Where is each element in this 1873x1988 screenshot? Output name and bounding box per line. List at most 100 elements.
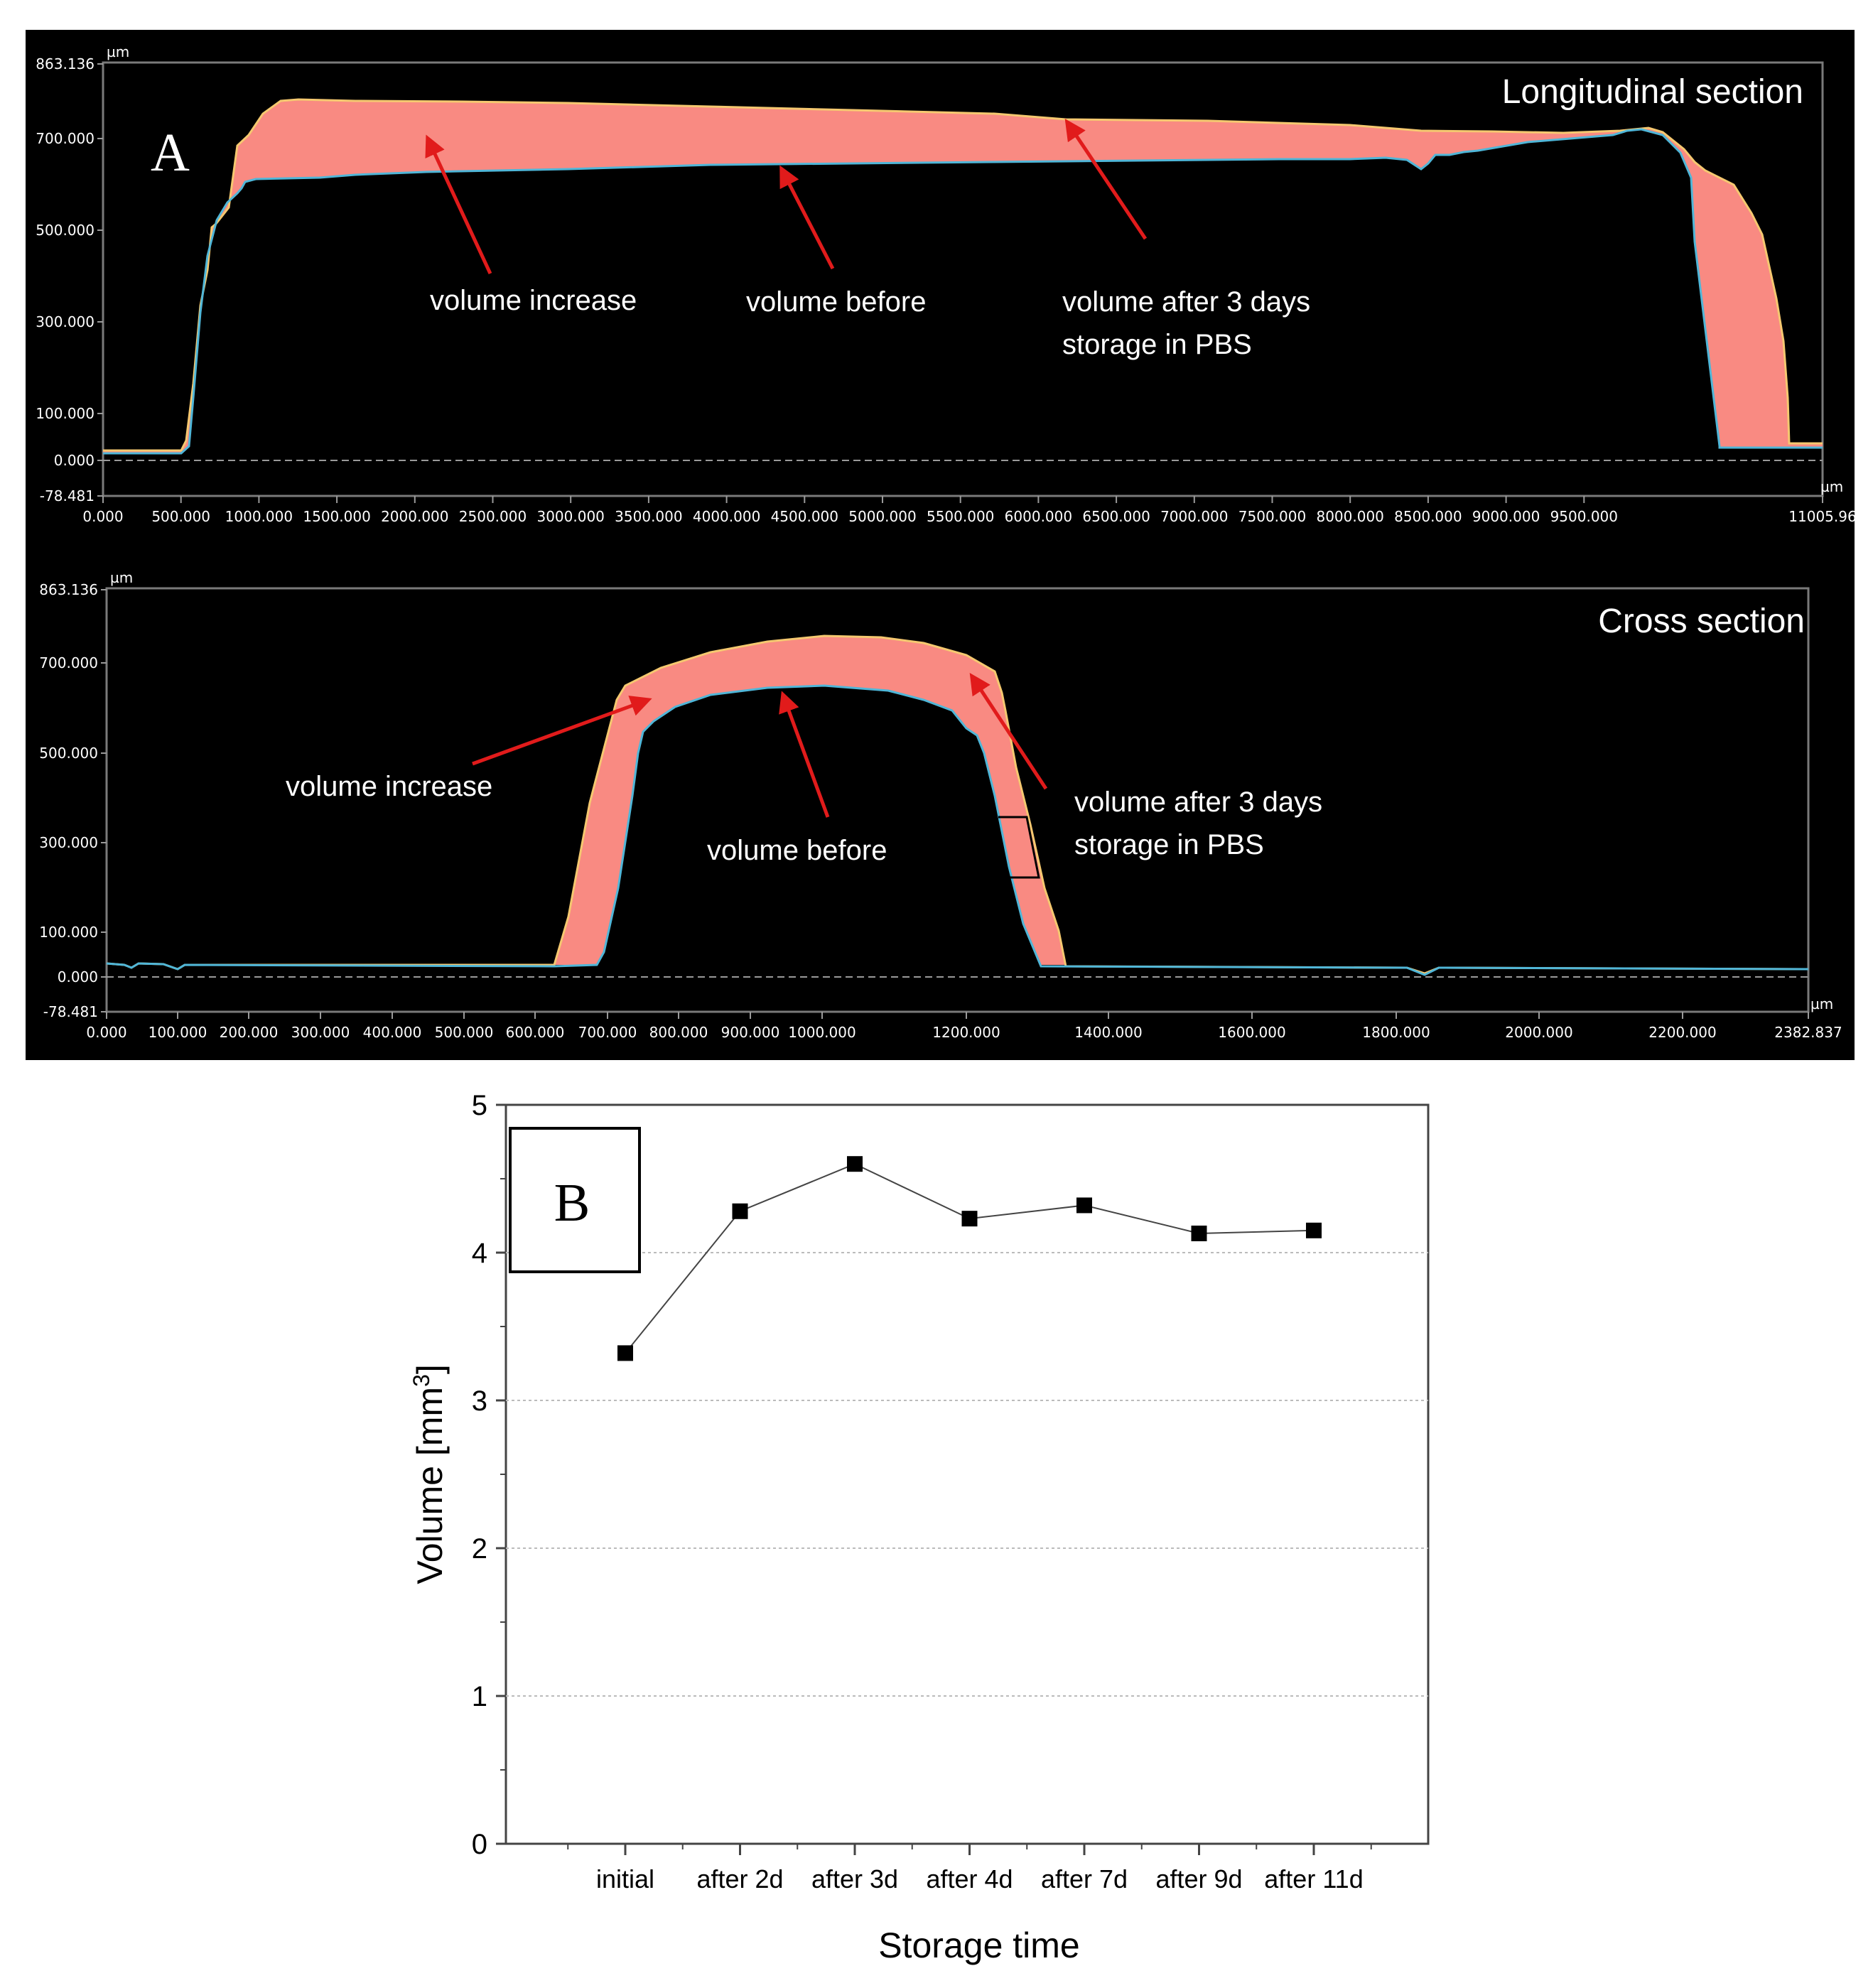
longitudinal-x-tick-label: 1000.000 — [225, 508, 293, 525]
longitudinal-arrows — [425, 119, 1148, 275]
panel-b-y-tick-label: 0 — [472, 1829, 487, 1860]
cross-x-ticks: 0.000 100.000 200.000 300.000 400.000 500.000… — [86, 1012, 1842, 1041]
longitudinal-x-tick-label: 9500.000 — [1550, 508, 1618, 525]
longitudinal-label-before: volume before — [746, 286, 926, 318]
longitudinal-x-tick-label: 4000.000 — [693, 508, 760, 525]
cross-section-plot: µm µm 863.136 700.000 500.000 300.000 100.00… — [39, 569, 1842, 1041]
panel-b-data-point — [1191, 1225, 1207, 1241]
longitudinal-arrow-after — [1064, 119, 1148, 240]
panel-b-series-points — [617, 1156, 1322, 1361]
cross-y-tick-label: 700.000 — [39, 654, 98, 671]
cross-x-tick-label: 100.000 — [149, 1024, 207, 1041]
longitudinal-x-tick-label: 9000.000 — [1472, 508, 1540, 525]
panel-b-x-tick-label: after 11d — [1264, 1864, 1363, 1894]
panel-b-x-tick-label: initial — [596, 1864, 654, 1894]
cross-x-tick-label: 2382.837 — [1774, 1024, 1842, 1041]
panel-b-y-tick-label: 5 — [472, 1090, 487, 1121]
cross-y-unit: µm — [110, 569, 133, 586]
panel-b-y-axis-label: Volume [mm3] — [409, 1364, 450, 1584]
cross-x-tick-label: 900.000 — [721, 1024, 780, 1041]
panel-b-data-point — [847, 1156, 863, 1172]
longitudinal-y-unit: µm — [107, 43, 129, 60]
longitudinal-x-tick-label: 2500.000 — [459, 508, 527, 525]
panel-b-data-point — [1306, 1222, 1322, 1238]
cross-x-tick-label: 600.000 — [506, 1024, 565, 1041]
cross-plot-frame — [105, 587, 1810, 1013]
cross-x-tick-label: 200.000 — [220, 1024, 279, 1041]
longitudinal-x-tick-label: 3000.000 — [536, 508, 604, 525]
cross-volume-increase-area — [554, 636, 1066, 965]
longitudinal-y-tick-label: 863.136 — [36, 55, 95, 72]
panel-b-chart: 0 1 2 3 4 5 initial after 2d after 3d after 4d af… — [409, 1090, 1430, 1965]
cross-x-tick-label: 0.000 — [86, 1024, 126, 1041]
cross-y-tick-label: 100.000 — [39, 924, 98, 941]
panel-b-letter: B — [554, 1173, 590, 1233]
panel-b-y-tick-label: 2 — [472, 1533, 487, 1565]
cross-arrow-after — [969, 672, 1048, 790]
panel-b-data-point — [732, 1203, 748, 1219]
longitudinal-x-tick-label: 6500.000 — [1082, 508, 1150, 525]
longitudinal-x-tick-label: 1500.000 — [303, 508, 370, 525]
panel-b-x-ticks: initial after 2d after 3d after 4d after 7d a… — [567, 1844, 1372, 1894]
cross-x-tick-label: 700.000 — [578, 1024, 637, 1041]
cross-label-after-1: volume after 3 days — [1074, 787, 1322, 818]
panel-b-y-tick-label: 4 — [472, 1238, 487, 1269]
panel-a-letter: A — [151, 123, 190, 183]
longitudinal-label-after-1: volume after 3 days — [1062, 286, 1310, 318]
panel-b-data-point — [961, 1211, 978, 1227]
panel-b-y-tick-label: 1 — [472, 1681, 487, 1712]
longitudinal-x-tick-label: 7000.000 — [1160, 508, 1228, 525]
panel-b-x-axis-label: Storage time — [878, 1925, 1079, 1965]
longitudinal-y-tick-label: -78.481 — [40, 487, 95, 504]
longitudinal-x-tick-label: 6000.000 — [1005, 508, 1072, 525]
cross-x-tick-label: 1200.000 — [932, 1024, 1000, 1041]
longitudinal-y-tick-label: 300.000 — [36, 313, 95, 330]
longitudinal-x-ticks: 0.000 500.000 1000.000 1500.000 2000.000 2500… — [82, 496, 1857, 525]
longitudinal-y-tick-label: 700.000 — [36, 130, 95, 147]
cross-x-tick-label: 2200.000 — [1648, 1024, 1716, 1041]
cross-x-tick-label: 400.000 — [363, 1024, 422, 1041]
longitudinal-x-tick-label: 0.000 — [82, 508, 123, 525]
cross-x-unit: µm — [1810, 995, 1833, 1012]
longitudinal-x-tick-label: 4500.000 — [771, 508, 838, 525]
panel-b-series-line — [625, 1163, 1315, 1354]
longitudinal-x-tick-label: 5000.000 — [848, 508, 916, 525]
longitudinal-x-tick-label: 7500.000 — [1238, 508, 1306, 525]
cross-x-tick-label: 1400.000 — [1074, 1024, 1142, 1041]
cross-x-tick-label: 1800.000 — [1362, 1024, 1430, 1041]
longitudinal-x-tick-label: 8000.000 — [1316, 508, 1383, 525]
panel-b-gridlines — [506, 1252, 1428, 1697]
longitudinal-label-increase: volume increase — [430, 285, 637, 316]
cross-bracket-marker — [998, 816, 1040, 879]
cross-label-increase: volume increase — [286, 771, 492, 802]
longitudinal-x-tick-label: 2000.000 — [381, 508, 448, 525]
cross-before-line — [106, 684, 1809, 976]
longitudinal-y-tick-label: 0.000 — [54, 452, 95, 469]
longitudinal-x-tick-label: 500.000 — [151, 508, 210, 525]
longitudinal-x-unit: µm — [1820, 478, 1843, 495]
panel-b-data-point — [617, 1345, 633, 1361]
panel-b-data-point — [1076, 1197, 1092, 1214]
longitudinal-x-tick-label: 5500.000 — [927, 508, 994, 525]
panel-b-y-ticks: 0 1 2 3 4 5 — [472, 1090, 506, 1860]
cross-y-tick-label: -78.481 — [43, 1003, 98, 1020]
cross-y-tick-label: 300.000 — [39, 834, 98, 851]
longitudinal-x-tick-label: 8500.000 — [1394, 508, 1462, 525]
cross-arrow-before — [779, 691, 830, 818]
panel-b-x-tick-label: after 7d — [1041, 1864, 1128, 1894]
longitudinal-volume-increase-area — [103, 99, 1823, 453]
longitudinal-y-tick-label: 500.000 — [36, 222, 95, 239]
cross-x-tick-label: 1000.000 — [788, 1024, 855, 1041]
longitudinal-x-tick-label: 11005.96 — [1788, 508, 1856, 525]
cross-y-tick-label: 0.000 — [58, 968, 98, 985]
cross-y-tick-label: 863.136 — [39, 581, 98, 598]
cross-arrows — [472, 672, 1048, 818]
panel-b-x-tick-label: after 4d — [926, 1864, 1013, 1894]
cross-x-tick-label: 300.000 — [291, 1024, 350, 1041]
longitudinal-y-tick-label: 100.000 — [36, 405, 95, 422]
panel-a-background — [26, 30, 1855, 1060]
panel-b-y-tick-label: 3 — [472, 1385, 487, 1417]
panel-b-x-tick-label: after 3d — [811, 1864, 898, 1894]
longitudinal-plot-frame — [102, 61, 1824, 497]
cross-section-title: Cross section — [1598, 603, 1805, 640]
